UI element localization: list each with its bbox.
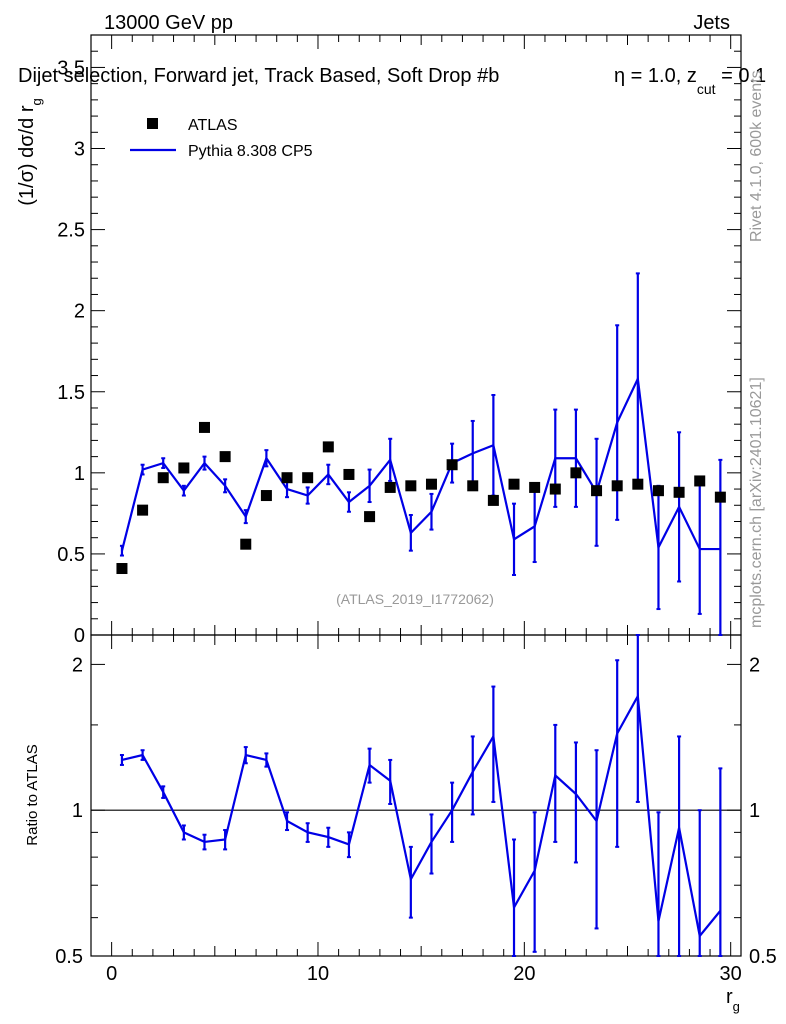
atlas-data-point	[137, 504, 149, 516]
main-y-tick-label: 3	[74, 139, 85, 161]
plot-title: Dijet selection, Forward jet, Track Base…	[18, 65, 499, 87]
atlas-data-point	[529, 481, 541, 493]
ratio-series-line	[121, 692, 722, 939]
legend-atlas-label: ATLAS	[188, 117, 238, 134]
ratio-x-tick-label: 10	[307, 963, 329, 985]
ratio-y-tick-label: 1	[72, 800, 83, 822]
atlas-data-point	[198, 421, 210, 433]
ratio-error-bars	[119, 634, 723, 957]
atlas-data-points	[116, 421, 726, 575]
x-axis-label-sub: g	[733, 999, 740, 1014]
atlas-data-point	[343, 468, 355, 480]
main-y-tick-label: 2	[74, 301, 85, 323]
x-axis-label-text: r	[726, 986, 733, 1008]
plot-title-eta: η = 1.0, zcut = 0.1	[614, 65, 766, 97]
ratio-x-tick-label: 20	[513, 963, 535, 985]
atlas-data-point	[549, 483, 561, 495]
atlas-data-point	[178, 462, 190, 474]
atlas-data-point	[219, 451, 231, 463]
atlas-data-point	[240, 538, 252, 550]
atlas-data-point	[157, 472, 169, 484]
side-rivet-info: Rivet 4.1.0, 600k events	[748, 70, 765, 242]
main-y-axis-label-text: (1/σ) dσ/d r	[16, 105, 38, 206]
atlas-data-point	[116, 563, 128, 575]
atlas-data-point	[384, 481, 396, 493]
main-y-tick-label: 3.5	[57, 57, 85, 79]
atlas-data-point	[570, 467, 582, 479]
atlas-data-point	[302, 472, 314, 484]
atlas-data-point	[405, 480, 417, 492]
ratio-y-tick-label-right: 0.5	[749, 946, 777, 968]
atlas-data-point	[425, 478, 437, 490]
main-y-axis-label-sub: g	[29, 98, 44, 105]
main-y-tick-label: 1.5	[57, 382, 85, 404]
atlas-data-point	[467, 480, 479, 492]
x-axis-label: rg	[726, 986, 740, 1014]
atlas-data-point	[508, 478, 520, 490]
atlas-data-point	[591, 485, 603, 497]
main-y-axis: 0 0.5 1 1.5 2 2.5 3 3.5	[57, 50, 741, 647]
ratio-y-axis-label: Ratio to ATLAS	[24, 744, 41, 845]
legend-mc-label: Pythia 8.308 CP5	[188, 143, 313, 160]
atlas-data-point	[652, 485, 664, 497]
header-energy: 13000 GeV pp	[104, 12, 233, 34]
atlas-data-point	[673, 486, 685, 498]
main-y-tick-label: 0.5	[57, 544, 85, 566]
atlas-data-point	[364, 511, 376, 523]
plot-title-tail: = 0.1	[716, 65, 767, 87]
atlas-data-point	[260, 490, 272, 502]
mc-series-line	[120, 374, 721, 552]
atlas-data-point	[632, 478, 644, 490]
ratio-plot-frame	[90, 634, 742, 957]
atlas-data-point	[322, 441, 334, 453]
ratio-y-tick-label: 2	[72, 654, 83, 676]
ratio-x-tick-label: 30	[720, 963, 742, 985]
main-y-tick-label: 2.5	[57, 220, 85, 242]
main-y-tick-label: 0	[74, 625, 85, 647]
atlas-data-point	[281, 472, 293, 484]
main-y-axis-label: (1/σ) dσ/d rg	[16, 98, 44, 206]
analysis-watermark: (ATLAS_2019_I1772062)	[336, 591, 494, 607]
plot-title-cut: cut	[697, 81, 716, 97]
ratio-y-tick-label: 0.5	[55, 946, 83, 968]
main-y-tick-label: 1	[74, 463, 85, 485]
legend-atlas-marker	[147, 118, 158, 129]
atlas-data-point	[694, 475, 706, 487]
side-mcplots-info: mcplots.cern.ch [arXiv:2401.10621]	[748, 377, 765, 628]
main-x-axis	[111, 35, 732, 635]
atlas-data-point	[611, 480, 623, 492]
atlas-data-point	[487, 494, 499, 506]
mc-error-bars	[119, 272, 723, 636]
header-process: Jets	[693, 12, 730, 34]
ratio-y-tick-label-right: 1	[749, 800, 760, 822]
atlas-data-point	[714, 491, 726, 503]
atlas-data-point	[446, 459, 458, 471]
ratio-y-axis: 0.5 0.5 1 1 2 2	[55, 654, 777, 968]
ratio-x-tick-label: 0	[106, 963, 117, 985]
ratio-x-axis: 0 10 20 30	[106, 635, 742, 985]
ratio-y-tick-label-right: 2	[749, 654, 760, 676]
plot-title-overlay: η = 1.0, z	[614, 65, 697, 87]
